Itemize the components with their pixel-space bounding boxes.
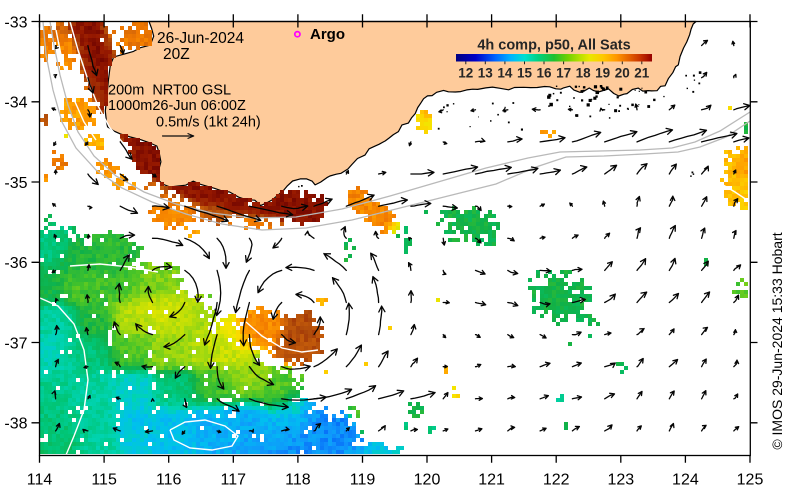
svg-text:122: 122 — [543, 472, 570, 489]
svg-text:-34: -34 — [4, 95, 27, 112]
svg-text:119: 119 — [350, 472, 376, 489]
svg-text:-36: -36 — [4, 255, 27, 272]
svg-text:118: 118 — [285, 472, 311, 489]
svg-text:115: 115 — [91, 472, 117, 489]
svg-text:-33: -33 — [4, 14, 27, 31]
svg-text:21: 21 — [634, 66, 650, 81]
svg-text:14: 14 — [497, 66, 513, 81]
svg-text:13: 13 — [478, 66, 494, 81]
svg-text:117: 117 — [221, 472, 247, 489]
svg-text:200m NRT00 GSL: 200m NRT00 GSL — [108, 83, 231, 99]
svg-text:-35: -35 — [4, 175, 27, 192]
svg-text:15: 15 — [517, 66, 533, 81]
svg-text:-37: -37 — [4, 335, 27, 352]
svg-text:1000m26-Jun 06:00Z: 1000m26-Jun 06:00Z — [108, 98, 246, 114]
svg-text:Argo: Argo — [310, 26, 345, 43]
svg-text:19: 19 — [595, 66, 610, 81]
svg-text:124: 124 — [672, 472, 699, 489]
svg-text:© IMOS 29-Jun-2024 15:33 Hobar: © IMOS 29-Jun-2024 15:33 Hobart — [769, 232, 785, 449]
svg-text:26-Jun-2024: 26-Jun-2024 — [157, 30, 244, 47]
svg-text:125: 125 — [737, 472, 764, 489]
svg-text:12: 12 — [458, 66, 473, 81]
svg-text:16: 16 — [536, 66, 552, 81]
svg-text:20Z: 20Z — [163, 46, 190, 63]
svg-text:4h comp, p50, All Sats: 4h comp, p50, All Sats — [477, 38, 630, 54]
svg-text:17: 17 — [556, 66, 571, 81]
svg-text:121: 121 — [478, 472, 505, 489]
svg-text:-38: -38 — [4, 416, 27, 433]
svg-text:120: 120 — [414, 472, 441, 489]
svg-text:123: 123 — [607, 472, 634, 489]
svg-text:116: 116 — [156, 472, 182, 489]
svg-text:20: 20 — [615, 66, 630, 81]
svg-text:18: 18 — [576, 66, 592, 81]
svg-text:114: 114 — [27, 472, 53, 489]
svg-text:0.5m/s (1kt 24h): 0.5m/s (1kt 24h) — [156, 115, 261, 131]
